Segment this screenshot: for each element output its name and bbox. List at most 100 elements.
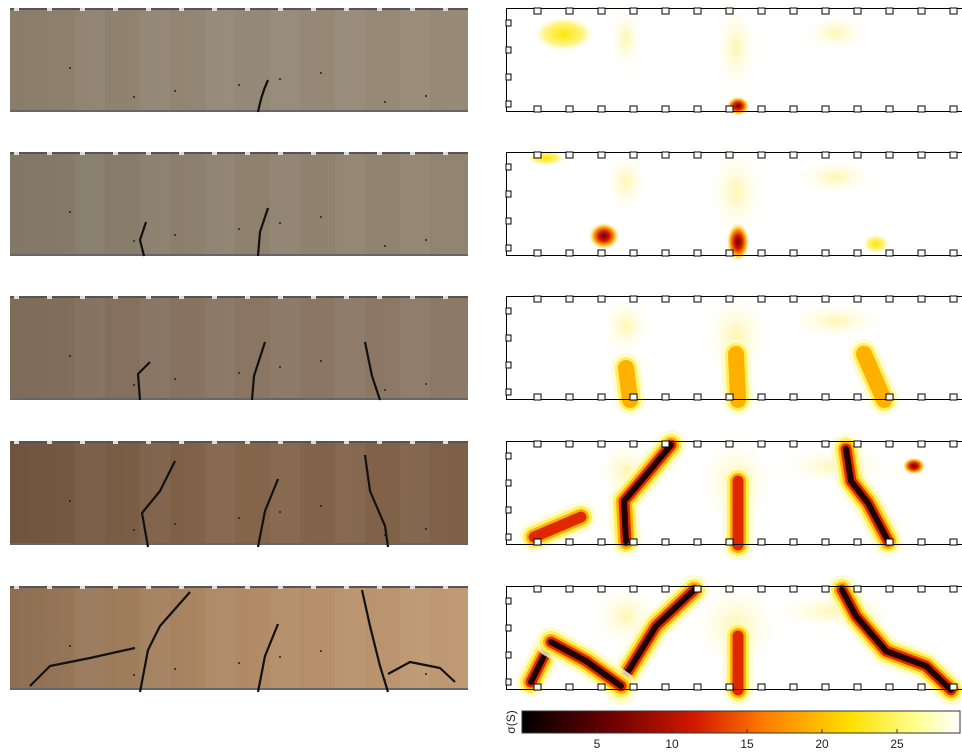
photo-clip (80, 586, 85, 589)
electrode (506, 598, 511, 604)
electrode (566, 441, 573, 447)
electrode (726, 250, 733, 256)
conductivity-map (506, 286, 962, 400)
photo-clip (146, 586, 151, 589)
photo-clip (113, 152, 118, 155)
low-blob (599, 291, 653, 361)
electrode (534, 684, 541, 690)
electrode (630, 586, 637, 592)
photo-shade (335, 8, 365, 112)
photo-clip (14, 152, 19, 155)
spot (133, 96, 135, 98)
specimen-photo (10, 441, 468, 547)
electrode (790, 394, 797, 400)
electrode (662, 296, 669, 302)
electrode (506, 245, 511, 251)
electrode (506, 362, 511, 368)
photo-clip (311, 152, 316, 155)
electrode (566, 152, 573, 158)
photo-clip (377, 441, 382, 444)
photo-clip (212, 586, 217, 589)
electrode (598, 394, 605, 400)
electrode (630, 8, 637, 14)
spot (320, 72, 322, 74)
electrode (506, 652, 511, 658)
photo-clip (377, 8, 382, 11)
spot (279, 511, 281, 513)
photo-clip (443, 8, 448, 11)
photo-shade (335, 296, 365, 400)
figure: σ(S) 510152025 (0, 0, 962, 753)
electrode (534, 394, 541, 400)
electrode (506, 480, 511, 486)
electrode (662, 441, 669, 447)
electrode (598, 250, 605, 256)
electrode (506, 389, 511, 395)
electrode (758, 684, 765, 690)
electrode (630, 296, 637, 302)
photo-clip (344, 152, 349, 155)
electrode (790, 250, 797, 256)
electrode (506, 218, 511, 224)
photo-shade (140, 296, 170, 400)
electrode (918, 441, 925, 447)
electrode (506, 453, 511, 459)
electrode (566, 684, 573, 690)
photo-clip (245, 8, 250, 11)
low-blob (791, 157, 881, 197)
electrode (726, 152, 733, 158)
conductivity-map (506, 142, 962, 262)
spot (384, 245, 386, 247)
electrode (854, 441, 861, 447)
low-blob (782, 301, 890, 341)
electrode (506, 191, 511, 197)
electrode (694, 250, 701, 256)
electrode (918, 684, 925, 690)
electrode (506, 74, 511, 80)
specimen-photo (10, 586, 468, 692)
electrode (822, 394, 829, 400)
blob (588, 222, 620, 250)
electrode (534, 586, 541, 592)
electrode (566, 394, 573, 400)
electrode (918, 296, 925, 302)
photo-clip (80, 296, 85, 299)
photo-clip (212, 152, 217, 155)
photo-clip (278, 586, 283, 589)
colorbar: σ(S) 510152025 (504, 710, 960, 751)
electrode (726, 586, 733, 592)
photo-clip (377, 152, 382, 155)
blob (532, 16, 596, 52)
photo-shade (270, 586, 300, 690)
electrode (630, 250, 637, 256)
spot (69, 67, 71, 69)
electrode (758, 394, 765, 400)
electrode (506, 507, 511, 513)
electrode (598, 539, 605, 545)
electrode (630, 106, 637, 112)
photo-clip (311, 441, 316, 444)
electrode (534, 152, 541, 158)
specimen-photo (10, 8, 468, 112)
photo-clip (245, 441, 250, 444)
photo-clip (113, 441, 118, 444)
photo-clip (212, 8, 217, 11)
spot (320, 650, 322, 652)
spot (425, 528, 427, 530)
electrode (566, 586, 573, 592)
photo-clip (14, 296, 19, 299)
spot (279, 366, 281, 368)
colorbar-gradient (522, 711, 960, 733)
spot (69, 355, 71, 357)
spot (279, 222, 281, 224)
spot (384, 534, 386, 536)
photo-shade (75, 296, 105, 400)
spot (174, 668, 176, 670)
photo-shade (205, 152, 235, 256)
spot (133, 529, 135, 531)
photo-clip (179, 441, 184, 444)
photo-clip (245, 152, 250, 155)
electrode (662, 539, 669, 545)
electrode (918, 250, 925, 256)
electrode (662, 8, 669, 14)
